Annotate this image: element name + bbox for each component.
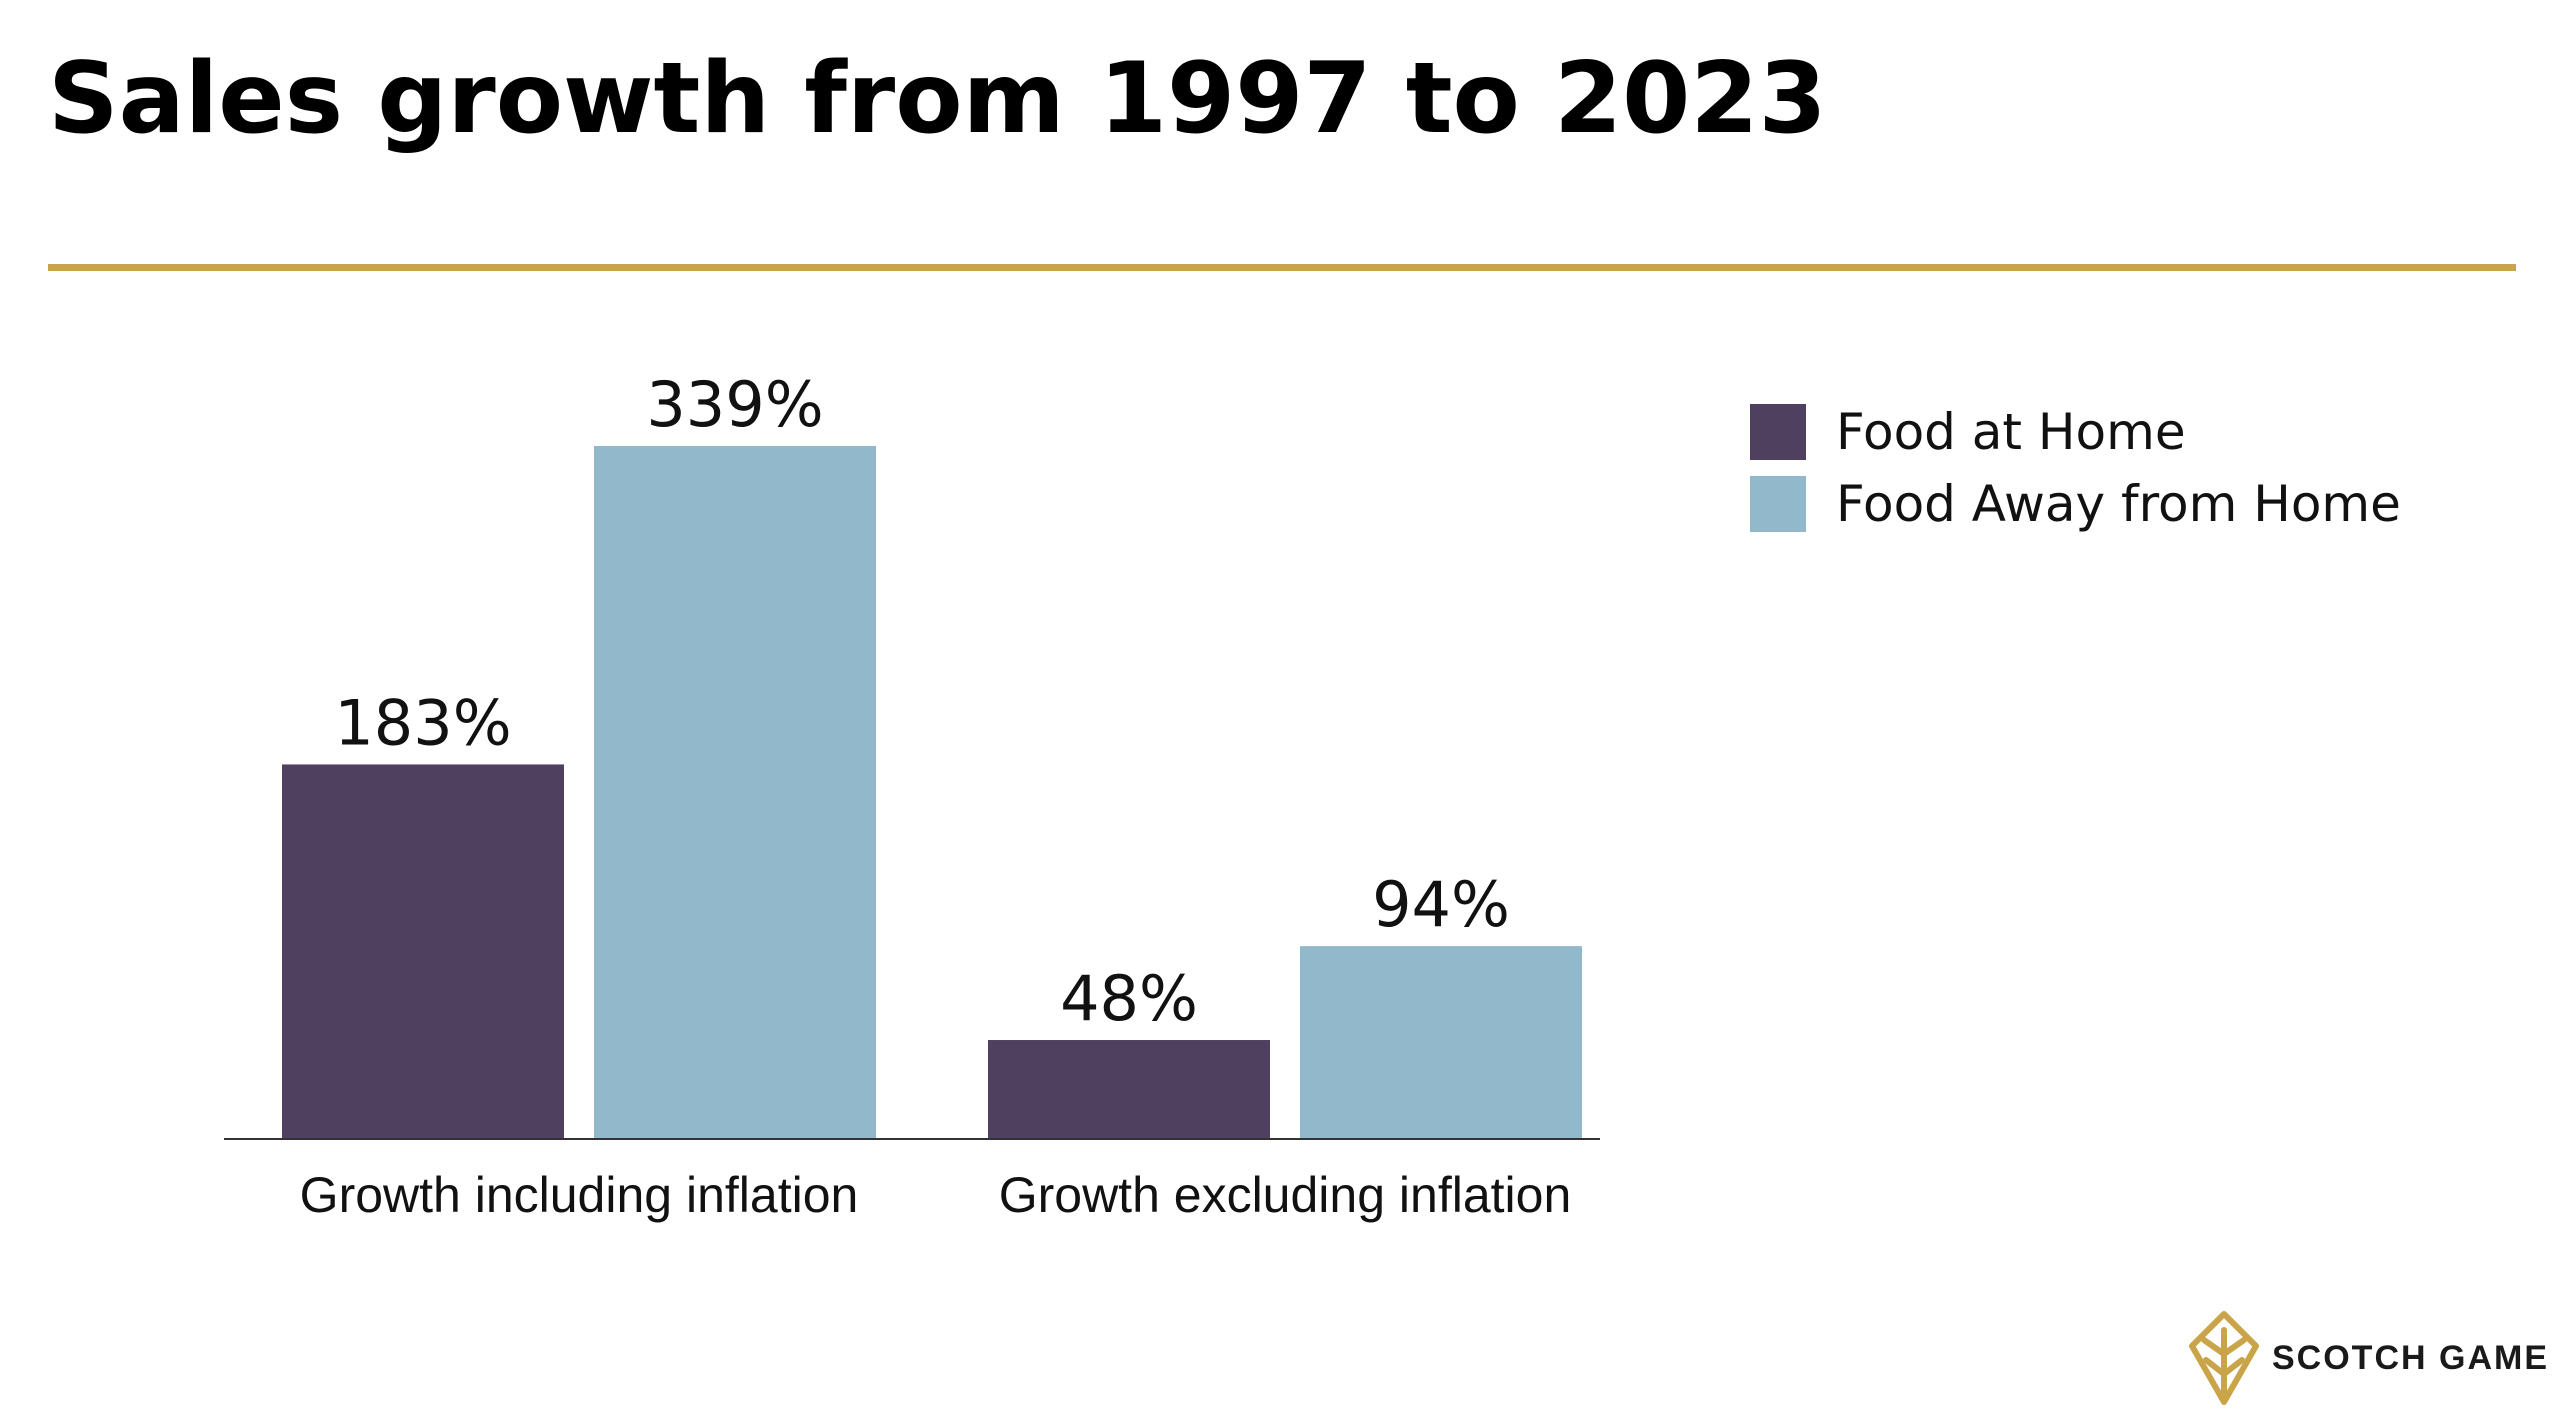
brand-logo: SCOTCH GAME	[2186, 1310, 2549, 1406]
bar-food-at-home-including-inflation	[282, 764, 564, 1138]
legend-item-food-at-home: Food at Home	[1750, 396, 2401, 468]
data-label: 94%	[1372, 868, 1510, 941]
data-label: 339%	[646, 368, 823, 441]
bar-food-at-home-excluding-inflation	[988, 1040, 1270, 1138]
legend-item-food-away-from-home: Food Away from Home	[1750, 468, 2401, 540]
legend-swatch-food-at-home	[1750, 404, 1806, 460]
category-tick-label: Growth excluding inflation	[999, 1167, 1572, 1223]
title-divider	[48, 264, 2516, 271]
page-title: Sales growth from 1997 to 2023	[48, 42, 1827, 156]
data-label: 183%	[334, 686, 511, 759]
chart-legend: Food at Home Food Away from Home	[1750, 396, 2401, 540]
legend-label-food-away-from-home: Food Away from Home	[1836, 475, 2401, 533]
brand-name: SCOTCH GAME	[2272, 1338, 2549, 1377]
bar-food-away-from-home-including-inflation	[594, 446, 876, 1138]
legend-swatch-food-away-from-home	[1750, 476, 1806, 532]
data-label: 48%	[1060, 962, 1198, 1035]
legend-label-food-at-home: Food at Home	[1836, 403, 2186, 461]
bar-food-away-from-home-excluding-inflation	[1300, 946, 1582, 1138]
wheat-leaf-logo-icon	[2189, 1311, 2259, 1405]
category-tick-label: Growth including inflation	[300, 1167, 859, 1223]
